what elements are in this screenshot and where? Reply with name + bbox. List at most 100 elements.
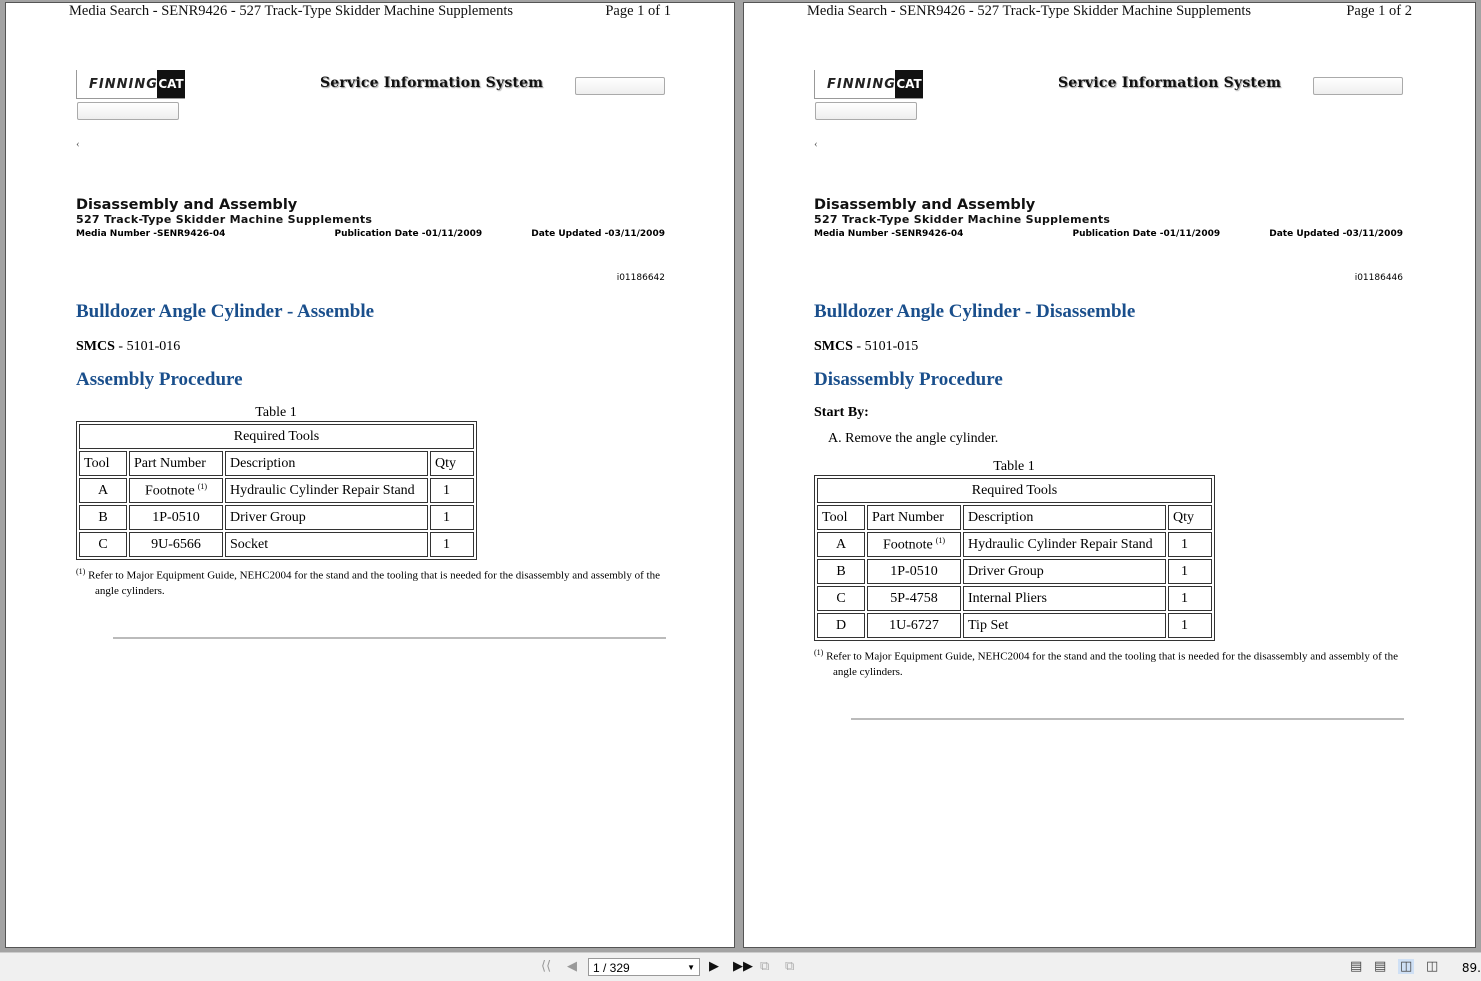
column-header: Description [225,451,428,476]
cell-value: 1 [443,509,450,525]
date-updated: Date Updated -03/11/2009 [1269,229,1403,239]
table-cell: 1 [1168,586,1212,611]
footnote-ref[interactable]: (1) [197,481,208,491]
table-cell: A [79,478,127,503]
two-page-view-icon[interactable]: ◫ [1398,959,1415,974]
smcs-value: - 5101-015 [852,339,919,354]
table-cell: A [817,532,865,557]
column-header: Part Number [867,505,961,530]
table-cell: 1U-6727 [867,613,961,638]
sis-title: Service Information System [1058,75,1282,91]
page-count-label: Page 1 of 2 [1346,3,1412,19]
footnote: (1) Refer to Major Equipment Guide, NEHC… [76,564,665,599]
next-page-icon[interactable]: ▶ [709,959,719,974]
document-content: Disassembly and Assembly 527 Track-Type S… [76,197,666,639]
logo-finning: FINNING [89,77,158,92]
smcs-code: SMCS - 5101-015 [814,339,1403,355]
table-row: B 1P-0510 Driver Group 1 [79,505,474,530]
table-cell: B [79,505,127,530]
table-cell: 9U-6566 [129,532,223,557]
document-subtitle: 527 Track-Type Skidder Machine Supplemen… [76,213,373,226]
prev-page-icon[interactable]: ◀ [567,959,577,974]
column-header: Tool [79,451,127,476]
header-input[interactable] [815,102,917,120]
page-number-input[interactable]: 1 / 329 ▼ [588,958,700,976]
back-arrow-icon[interactable]: ‹ [814,138,818,150]
zoom-level[interactable]: 89. [1461,961,1481,975]
table-row: D 1U-6727 Tip Set 1 [817,613,1212,638]
document-meta: Media Number -SENR9426-04 Publication Dat… [814,229,1403,239]
rotate-cw-icon[interactable]: ⧉ [785,959,795,974]
two-page-continuous-view-icon[interactable]: ◫ [1426,959,1439,974]
cell-value: 1 [443,482,450,498]
procedure-step: A. Remove the angle cylinder. [828,431,999,446]
media-number: Media Number -SENR9426-04 [814,229,964,239]
required-tools-table: Required Tools Tool Part Number Description… [814,475,1215,641]
single-page-view-icon[interactable]: ▤ [1350,959,1363,974]
table-cell: 5P-4758 [867,586,961,611]
table-row: C 5P-4758 Internal Pliers 1 [817,586,1212,611]
cell-value: 1 [443,536,450,552]
column-header: Part Number [129,451,223,476]
chevron-down-icon[interactable]: ▼ [687,963,695,972]
table-title-row: Required Tools [79,424,474,449]
cell-value: Tip Set [968,617,1009,633]
table-cell: Tip Set [963,613,1166,638]
table-cell: Footnote (1) [867,532,961,557]
start-by-label: Start By: [814,405,869,420]
media-number: Media Number -SENR9426-04 [76,229,226,239]
cell-value: D [835,617,847,633]
table-cell: 1 [1168,559,1212,584]
document-type: Disassembly and Assembly [76,197,298,213]
header-input[interactable] [575,77,665,95]
column-header: Qty [430,451,474,476]
table-header-row: Tool Part Number Description Qty [79,451,474,476]
column-header: Qty [1168,505,1212,530]
cell-value: 1 [1181,617,1188,633]
document-id: i01186642 [616,273,665,283]
cell-value: 9U-6566 [151,536,201,552]
back-arrow-icon[interactable]: ‹ [76,138,80,150]
cell-value: Internal Pliers [968,590,1047,606]
document-type: Disassembly and Assembly [814,197,1036,213]
footnote-text: Refer to Major Equipment Guide, NEHC2004… [826,650,1398,678]
header-input[interactable] [77,102,179,120]
footnote-ref[interactable]: (1) [935,535,946,545]
table-cell: Driver Group [225,505,428,530]
table-cell: D [817,613,865,638]
table-cell: 1 [430,505,474,530]
cell-value: 5P-4758 [890,590,938,606]
pdf-page-left: Media Search - SENR9426 - 527 Track-Type… [5,2,735,948]
table-cell: 1P-0510 [867,559,961,584]
document-subtitle: 527 Track-Type Skidder Machine Supplemen… [814,213,1111,226]
last-page-icon[interactable]: ▶▶ [733,959,753,974]
logo-cat: CAT [157,70,185,98]
footnote-marker: (1) [814,648,824,657]
table-cell: C [817,586,865,611]
cell-value: Driver Group [968,563,1044,579]
logo-finning: FINNING [827,77,896,92]
table-cell: Socket [225,532,428,557]
pdf-page-right: Media Search - SENR9426 - 527 Track-Type… [743,2,1476,948]
footnote-marker: (1) [76,567,86,576]
divider [113,636,666,639]
table-cell: 1 [1168,613,1212,638]
table-title-row: Required Tools [817,478,1212,503]
cell-value: 1 [1181,590,1188,606]
rotate-ccw-icon[interactable]: ⧉ [760,959,770,974]
procedure-heading: Assembly Procedure [76,369,243,390]
cell-value: 1P-0510 [152,509,200,525]
header-input[interactable] [1313,77,1403,95]
table-cell: Driver Group [963,559,1166,584]
table-cell: Internal Pliers [963,586,1166,611]
finning-cat-logo: FINNING CAT [814,70,923,99]
table-row: A Footnote (1) Hydraulic Cylinder Repair St… [817,532,1212,557]
cell-value: B [836,563,846,579]
table-cell: Footnote (1) [129,478,223,503]
table-title: Required Tools [79,424,474,449]
continuous-view-icon[interactable]: ▤ [1374,959,1387,974]
footnote-text: Refer to Major Equipment Guide, NEHC2004… [88,569,660,597]
first-page-icon[interactable]: ⟨⟨ [541,959,552,974]
page-count-label: Page 1 of 1 [605,3,671,19]
required-tools-table: Required Tools Tool Part Number Description… [76,421,477,560]
